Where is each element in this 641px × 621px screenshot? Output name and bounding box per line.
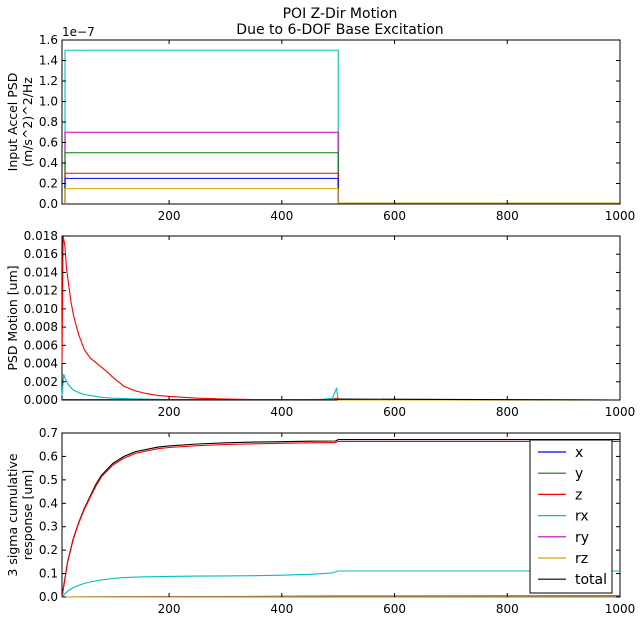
y-axis-title-line1: 3 sigma cumulative	[5, 453, 20, 576]
y-tick-label: 0.8	[39, 115, 58, 129]
y-tick-label: 0.3	[39, 520, 58, 534]
x-tick-label: 800	[496, 602, 519, 616]
y-tick-label: 0.7	[39, 426, 58, 440]
psd-motion-panel: 200 400 600 800 1000 0.000 0.002 0.004 0.006 0.00…	[5, 229, 635, 419]
y-tick-label: 1.4	[39, 54, 58, 68]
tick-group: 200 400 600 800 1000 0.0 0.2 0.4 0.6 0.8 1.0 1.2 1.4…	[39, 33, 635, 223]
input-accel-psd-panel: 200 400 600 800 1000 0.0 0.2 0.4 0.6 0.8 1.0 1.2 1.4…	[5, 25, 635, 223]
x-tick-label: 1000	[605, 209, 636, 223]
legend-label-total: total	[575, 572, 607, 588]
y-tick-label: 0.008	[24, 320, 58, 334]
legend-label-rz: rz	[575, 551, 588, 567]
y-tick-label: 0.6	[39, 449, 58, 463]
legend: xyz rx ry rz total	[529, 439, 613, 594]
legend-label-y: y	[575, 466, 583, 482]
y-axis-title-line1: Input Accel PSD	[5, 73, 20, 172]
plot-area	[61, 39, 621, 205]
y-tick-label: 0.2	[39, 177, 58, 191]
y-tick-label: 0.012	[24, 284, 58, 298]
plot-area	[61, 235, 621, 401]
y-tick-label: 0.4	[39, 496, 58, 510]
cumulative-response-panel: 200 400 600 800 1000 0.0 0.1 0.2 0.3 0.4 0.5 0.6 0.7…	[5, 426, 635, 616]
y-tick-label: 0.006	[24, 338, 58, 352]
series-group	[61, 439, 621, 598]
y-tick-label: 0.0	[39, 197, 58, 211]
x-tick-label: 600	[383, 405, 406, 419]
x-tick-label: 600	[383, 209, 406, 223]
y-tick-label: 0.000	[24, 393, 58, 407]
figure-title-line1: POI Z-Dir Motion	[283, 6, 398, 22]
y-axis-title-line2: response [um]	[20, 470, 35, 561]
series-line-rx	[61, 570, 620, 598]
x-tick-label: 200	[158, 405, 181, 419]
y-exponent-label: 1e−7	[62, 25, 95, 39]
tick-group: 200 400 600 800 1000 0.0 0.1 0.2 0.3 0.4 0.5 0.6 0.7	[39, 426, 635, 616]
y-tick-label: 0.002	[24, 375, 58, 389]
y-axis-title: PSD Motion [um]	[5, 265, 20, 370]
legend-label-rx: rx	[575, 509, 589, 525]
x-tick-label: 400	[270, 602, 293, 616]
y-tick-label: 1.0	[39, 95, 58, 109]
series-group	[61, 235, 621, 401]
series-line-rz	[64, 188, 620, 204]
x-tick-label: 200	[158, 602, 181, 616]
series-line-total	[62, 398, 621, 401]
x-tick-label: 200	[158, 209, 181, 223]
x-tick-label: 600	[383, 602, 406, 616]
y-tick-label: 0.4	[39, 156, 58, 170]
series-line-z	[61, 440, 620, 598]
x-tick-label: 400	[270, 405, 293, 419]
legend-label-ry: ry	[575, 530, 589, 546]
y-tick-label: 1.6	[39, 33, 58, 47]
y-tick-label: 0.1	[39, 567, 58, 581]
y-tick-label: 0.010	[24, 302, 58, 316]
figure-title-line2: Due to 6-DOF Base Excitation	[236, 22, 443, 38]
y-tick-label: 0.0	[39, 590, 58, 604]
y-tick-label: 0.5	[39, 473, 58, 487]
y-tick-label: 0.014	[24, 265, 58, 279]
x-tick-label: 1000	[605, 602, 636, 616]
legend-label-x: x	[575, 445, 583, 461]
y-axis-title-line2: (m/s^2)^2/Hz	[20, 77, 35, 167]
y-tick-label: 0.2	[39, 543, 58, 557]
x-tick-label: 800	[496, 209, 519, 223]
plot-area	[61, 432, 621, 598]
x-tick-label: 400	[270, 209, 293, 223]
series-line-rx	[61, 373, 620, 401]
legend-box	[529, 439, 613, 594]
x-tick-label: 800	[496, 405, 519, 419]
y-tick-label: 0.016	[24, 247, 58, 261]
y-tick-label: 0.018	[24, 229, 58, 243]
legend-label-z: z	[575, 487, 582, 503]
x-tick-label: 1000	[605, 405, 636, 419]
y-tick-label: 0.6	[39, 136, 58, 150]
tick-group: 200 400 600 800 1000 0.000 0.002 0.004 0.006 0.00…	[24, 229, 636, 419]
y-tick-label: 0.004	[24, 357, 58, 371]
y-tick-label: 1.2	[39, 74, 58, 88]
